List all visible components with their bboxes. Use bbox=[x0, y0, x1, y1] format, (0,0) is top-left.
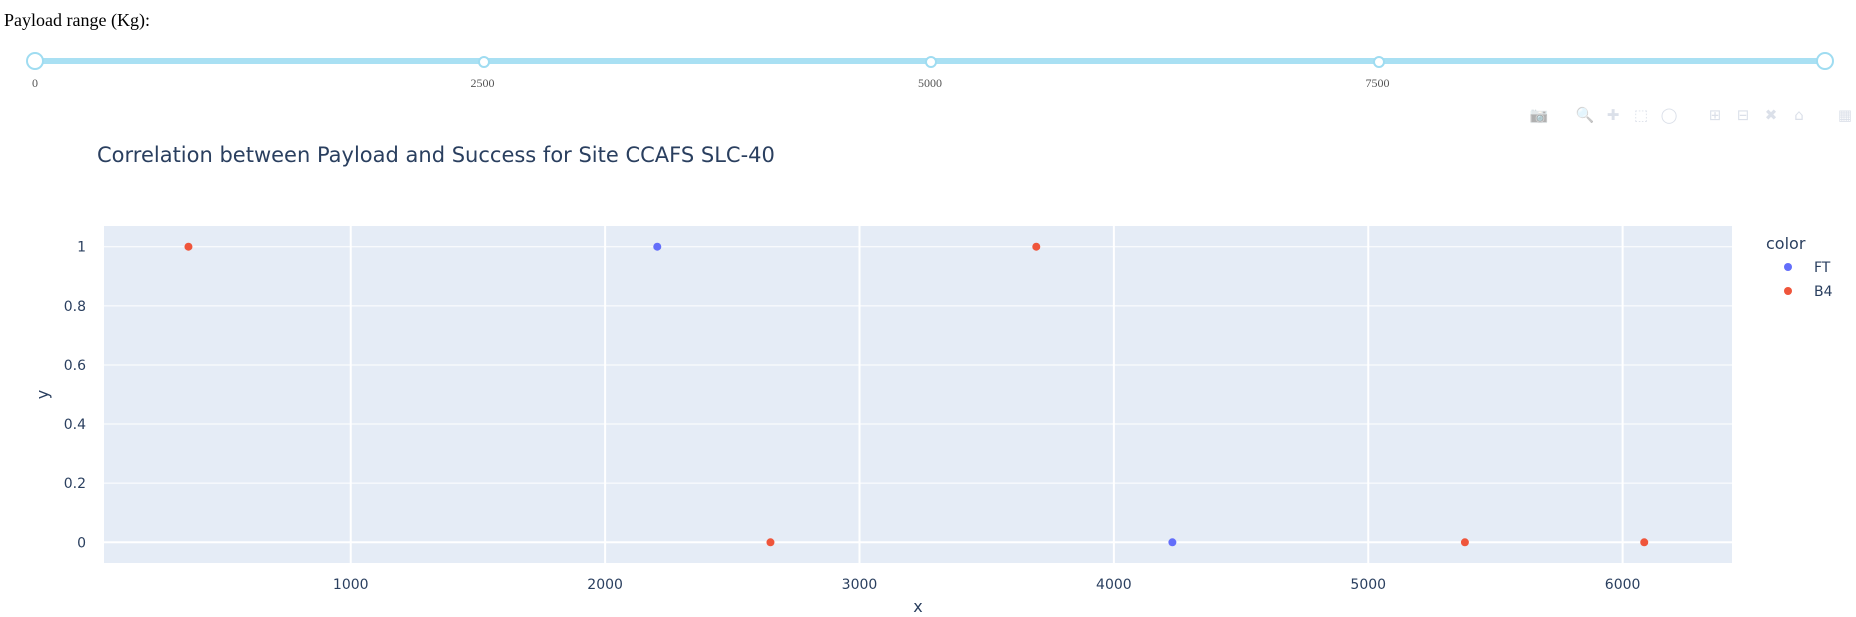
data-point-b4 bbox=[1032, 242, 1041, 251]
legend: color FT B4 bbox=[1766, 234, 1833, 300]
x-tick-label: 5000 bbox=[1350, 577, 1386, 593]
data-point-ft bbox=[653, 242, 662, 251]
x-tick-label: 2000 bbox=[587, 577, 623, 593]
data-point-b4 bbox=[766, 538, 775, 547]
x-tick-label: 4000 bbox=[1096, 577, 1132, 593]
grid-lines bbox=[104, 226, 1732, 563]
autoscale-icon[interactable]: ✖ bbox=[1764, 106, 1778, 124]
lasso-icon[interactable]: ◯ bbox=[1660, 106, 1678, 124]
slider-handle-min[interactable] bbox=[26, 52, 44, 70]
zoom-icon[interactable]: 🔍 bbox=[1575, 106, 1595, 124]
slider-mark-label: 0 bbox=[32, 76, 38, 90]
box-select-icon[interactable]: ⬚ bbox=[1633, 106, 1649, 124]
slider-handle-max[interactable] bbox=[1816, 52, 1834, 70]
camera-icon[interactable]: 📷 bbox=[1529, 106, 1549, 124]
y-tick-label: 0.6 bbox=[64, 358, 86, 374]
zoom-in-icon[interactable]: ⊞ bbox=[1708, 106, 1722, 124]
x-tick-label: 1000 bbox=[333, 577, 369, 593]
y-axis-title: y bbox=[33, 390, 52, 399]
y-tick-labels: 0 0.2 0.4 0.6 0.8 1 bbox=[64, 240, 86, 552]
plotly-logo-icon[interactable]: ▦ bbox=[1837, 106, 1853, 124]
y-tick-label: 0.8 bbox=[64, 299, 86, 315]
pan-icon[interactable]: ✚ bbox=[1606, 106, 1620, 124]
data-point-b4 bbox=[1640, 538, 1649, 547]
zoom-out-icon[interactable]: ⊟ bbox=[1736, 106, 1750, 124]
legend-title: color bbox=[1766, 234, 1806, 253]
plot-area bbox=[104, 226, 1732, 563]
slider-mark-label: 2500 bbox=[470, 76, 495, 90]
x-tick-label: 6000 bbox=[1605, 577, 1641, 593]
y-tick-label: 0.4 bbox=[64, 417, 86, 433]
y-tick-label: 0 bbox=[77, 535, 86, 551]
slider-mark-label: 5000 bbox=[918, 76, 942, 90]
data-points bbox=[184, 242, 1649, 547]
y-tick-label: 1 bbox=[77, 240, 86, 256]
slider-mark-5000[interactable] bbox=[925, 56, 937, 68]
x-tick-label: 3000 bbox=[842, 577, 878, 593]
data-point-b4 bbox=[1460, 538, 1469, 547]
y-tick-label: 0.2 bbox=[64, 476, 86, 492]
data-point-b4 bbox=[184, 242, 193, 251]
slider-mark-7500[interactable] bbox=[1372, 56, 1385, 68]
slider-mark-label: 7500 bbox=[1365, 76, 1390, 90]
payload-range-slider[interactable]: 0 2500 5000 7500 bbox=[0, 40, 1856, 90]
x-tick-labels: 1000 2000 3000 4000 5000 6000 bbox=[333, 577, 1641, 593]
x-axis-title: x bbox=[913, 597, 922, 616]
legend-label-ft[interactable]: FT bbox=[1814, 260, 1831, 276]
legend-marker-b4[interactable] bbox=[1784, 287, 1792, 295]
plot-modebar: 📷 🔍 ✚ ⬚ ◯ ⊞ ⊟ ✖ ⌂ ▦ bbox=[1528, 104, 1856, 126]
legend-marker-ft[interactable] bbox=[1784, 263, 1792, 271]
legend-label-b4[interactable]: B4 bbox=[1814, 284, 1833, 300]
slider-mark-2500[interactable] bbox=[477, 56, 490, 68]
data-point-ft bbox=[1168, 538, 1177, 547]
chart-title: Correlation between Payload and Success … bbox=[97, 143, 775, 167]
payload-range-label: Payload range (Kg): bbox=[4, 10, 150, 30]
reset-axes-icon[interactable]: ⌂ bbox=[1794, 106, 1804, 124]
